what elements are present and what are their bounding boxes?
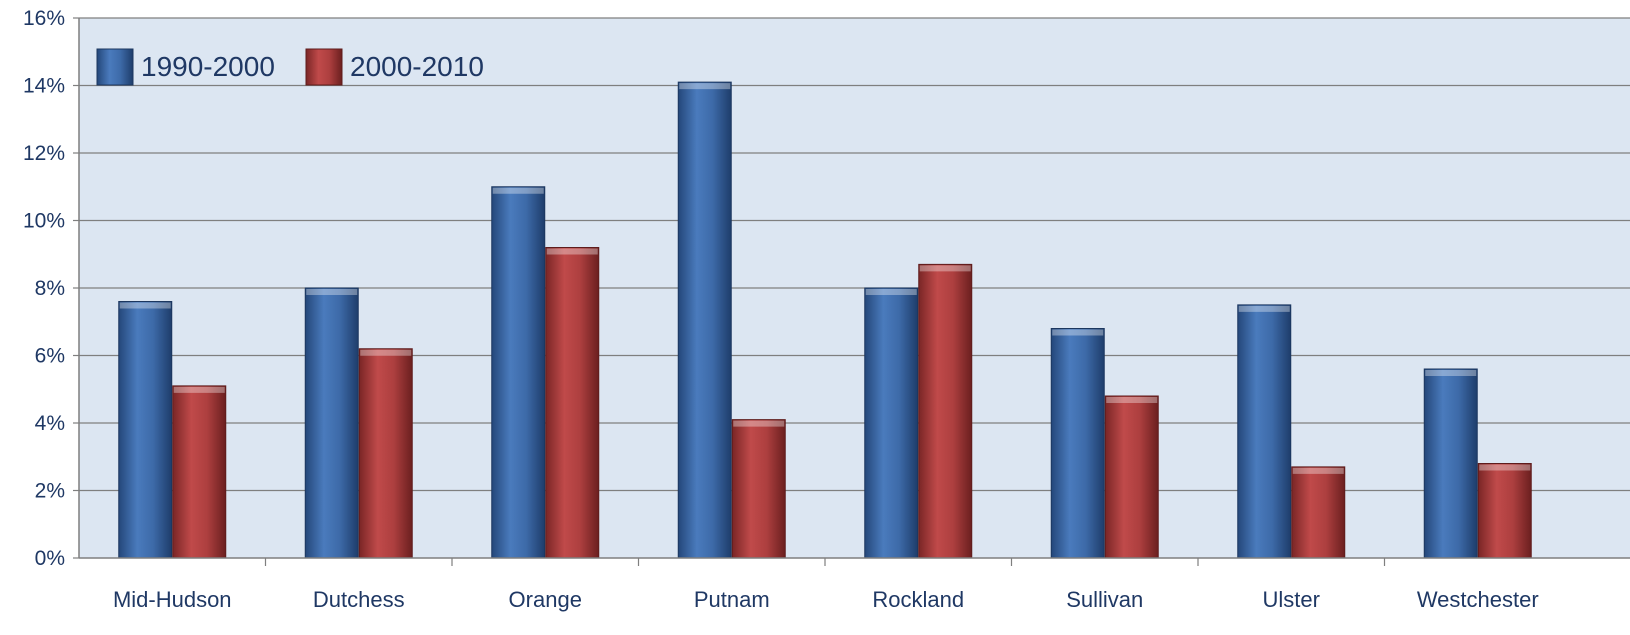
legend-swatch: [305, 48, 343, 86]
bar-2000-2010-Ulster: [1291, 466, 1346, 559]
bar-2000-2010-Mid-Hudson: [172, 385, 227, 559]
bar-highlight: [1479, 464, 1531, 471]
y-tick-label: 16%: [23, 7, 65, 30]
y-tick-label: 8%: [35, 277, 65, 300]
bar-1990-2000-Ulster: [1237, 304, 1292, 559]
bar-2000-2010-Orange: [545, 247, 600, 559]
bar-highlight: [865, 289, 917, 295]
bar-2000-2010-Rockland: [918, 263, 973, 559]
bar-1990-2000-Rockland: [864, 287, 919, 559]
y-tick-label: 12%: [23, 142, 65, 165]
y-tick-label: 6%: [35, 345, 65, 368]
bar-1990-2000-Sullivan: [1050, 328, 1105, 559]
bar-highlight: [1106, 397, 1158, 403]
x-category-label: Rockland: [872, 587, 964, 612]
bar-2000-2010-Westchester: [1477, 463, 1532, 559]
y-tick-label: 10%: [23, 210, 65, 233]
bar-highlight: [306, 289, 358, 295]
y-axis-tick-labels: 0% 2% 4% 6% 8% 10% 12% 14% 16%: [23, 7, 65, 570]
bar-highlight: [1052, 329, 1104, 336]
bar-2000-2010-Dutchess: [358, 348, 413, 559]
legend: 1990-2000 2000-2010: [96, 48, 484, 86]
bar-highlight: [1292, 467, 1344, 474]
x-category-label: Orange: [509, 587, 582, 612]
bar-highlight: [919, 265, 971, 272]
legend-label: 1990-2000: [141, 51, 275, 82]
bar-highlight: [360, 349, 412, 356]
bar-1990-2000-Westchester: [1423, 368, 1478, 559]
bar-1990-2000-Dutchess: [304, 287, 359, 559]
bar-2000-2010-Putnam: [731, 419, 786, 559]
y-tick-label: 4%: [35, 412, 65, 435]
bar-highlight: [733, 420, 785, 427]
x-category-label: Putnam: [694, 587, 770, 612]
bar-1990-2000-Mid-Hudson: [118, 301, 173, 559]
bar-highlight: [546, 248, 598, 255]
axes: [73, 17, 1630, 566]
x-axis-category-labels: Mid-Hudson Dutchess Orange Putnam Rockland Su…: [113, 587, 1539, 612]
x-category-label: Westchester: [1417, 587, 1539, 612]
bars: [118, 81, 1532, 559]
bar-1990-2000-Orange: [491, 186, 546, 559]
y-tick-label: 0%: [35, 547, 65, 570]
bar-highlight: [679, 83, 731, 90]
bar-1990-2000-Putnam: [677, 81, 732, 559]
legend-swatch: [96, 48, 134, 86]
x-category-label: Dutchess: [313, 587, 405, 612]
x-category-label: Ulster: [1263, 587, 1320, 612]
bar-highlight: [1425, 370, 1477, 376]
bar-highlight: [492, 187, 544, 194]
legend-label: 2000-2010: [350, 51, 484, 82]
bar-highlight: [1238, 305, 1290, 312]
bar-highlight: [173, 386, 225, 393]
bar-highlight: [119, 302, 171, 309]
y-tick-label: 14%: [23, 75, 65, 98]
y-tick-label: 2%: [35, 480, 65, 503]
bar-2000-2010-Sullivan: [1104, 395, 1159, 559]
x-category-label: Sullivan: [1066, 587, 1143, 612]
x-category-label: Mid-Hudson: [113, 587, 232, 612]
